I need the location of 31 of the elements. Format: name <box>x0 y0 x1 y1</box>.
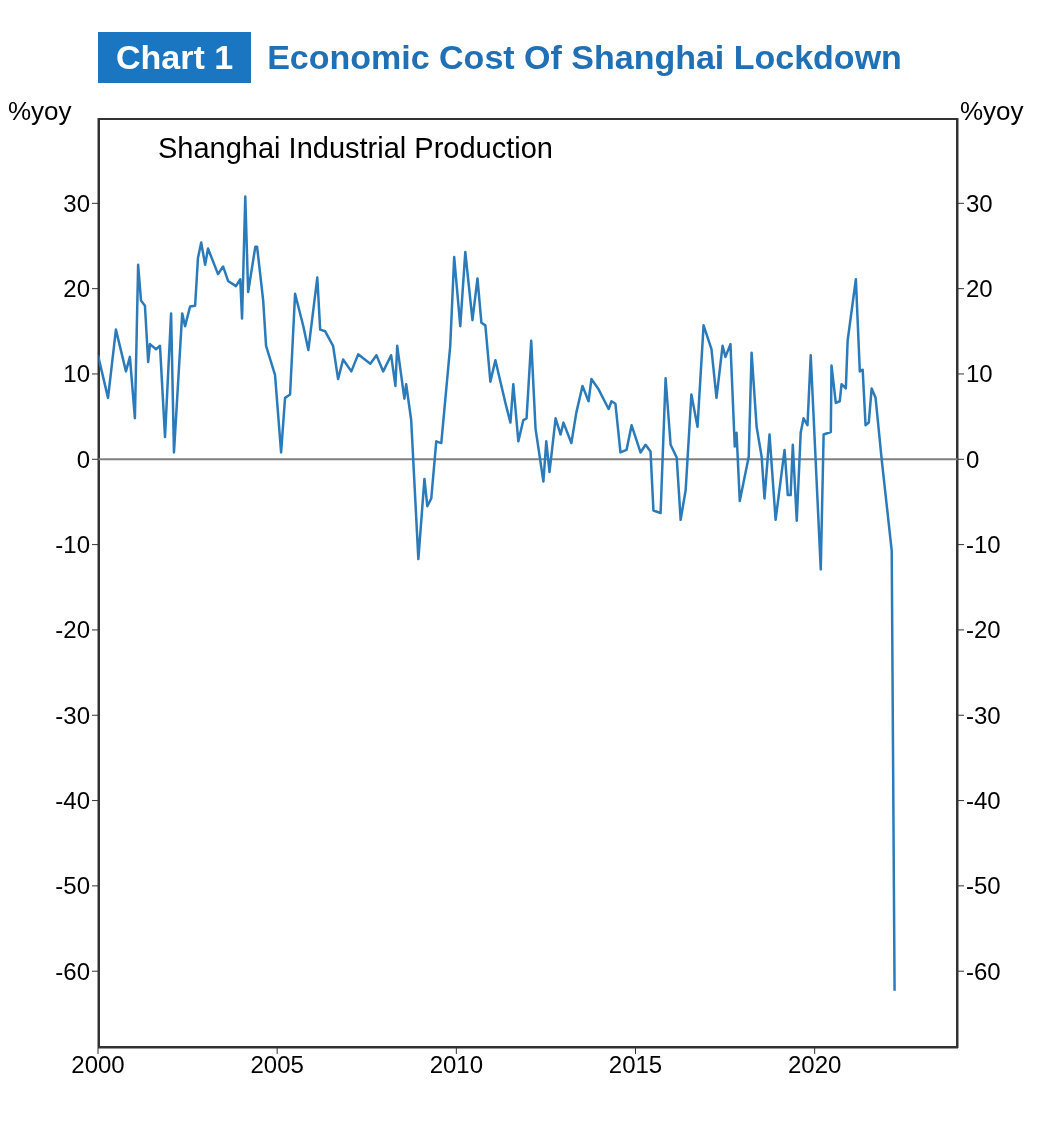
y-tick-label: -20 <box>55 616 90 644</box>
x-tick-label: 2015 <box>608 1051 663 1079</box>
text: Shanghai Industrial Production <box>158 132 553 165</box>
y2-tick-label: -10 <box>966 531 1001 559</box>
y-tick-label: -60 <box>55 957 90 985</box>
y2-tick-label: -50 <box>966 872 1001 900</box>
y-tick-label: 30 <box>63 189 90 217</box>
x-tick-label: 2005 <box>250 1051 304 1079</box>
y-axis-title: %yoy <box>8 96 72 127</box>
y-tick-label: -50 <box>55 872 90 900</box>
x-tick-label: 2000 <box>71 1051 125 1079</box>
y-tick-label: 10 <box>63 360 90 388</box>
x-tick-label: 2020 <box>787 1051 842 1079</box>
caption: Chart 1 <box>98 32 252 83</box>
y2-axis-title: %yoy <box>960 96 1024 127</box>
y-tick-label: 0 <box>76 445 90 473</box>
y2-tick-label: -60 <box>966 957 1001 985</box>
y2-tick-label: 0 <box>966 445 980 473</box>
line-series <box>98 195 896 993</box>
y2-tick-label: 10 <box>966 360 993 388</box>
y-tick-label: -30 <box>55 701 90 729</box>
y2-tick-label: 30 <box>966 189 993 217</box>
y-tick-label: 20 <box>63 275 90 303</box>
y2-tick-label: -40 <box>966 787 1001 815</box>
chart-title: Economic Cost Of Shanghai Lockdown <box>267 38 902 77</box>
y2-tick-label: -30 <box>966 701 1001 729</box>
y-tick-label: -10 <box>55 531 90 559</box>
y-tick-label: -40 <box>55 787 90 815</box>
y2-tick-label: 20 <box>966 275 993 303</box>
y2-tick-label: -20 <box>966 616 1001 644</box>
x-tick-label: 2010 <box>429 1051 484 1079</box>
